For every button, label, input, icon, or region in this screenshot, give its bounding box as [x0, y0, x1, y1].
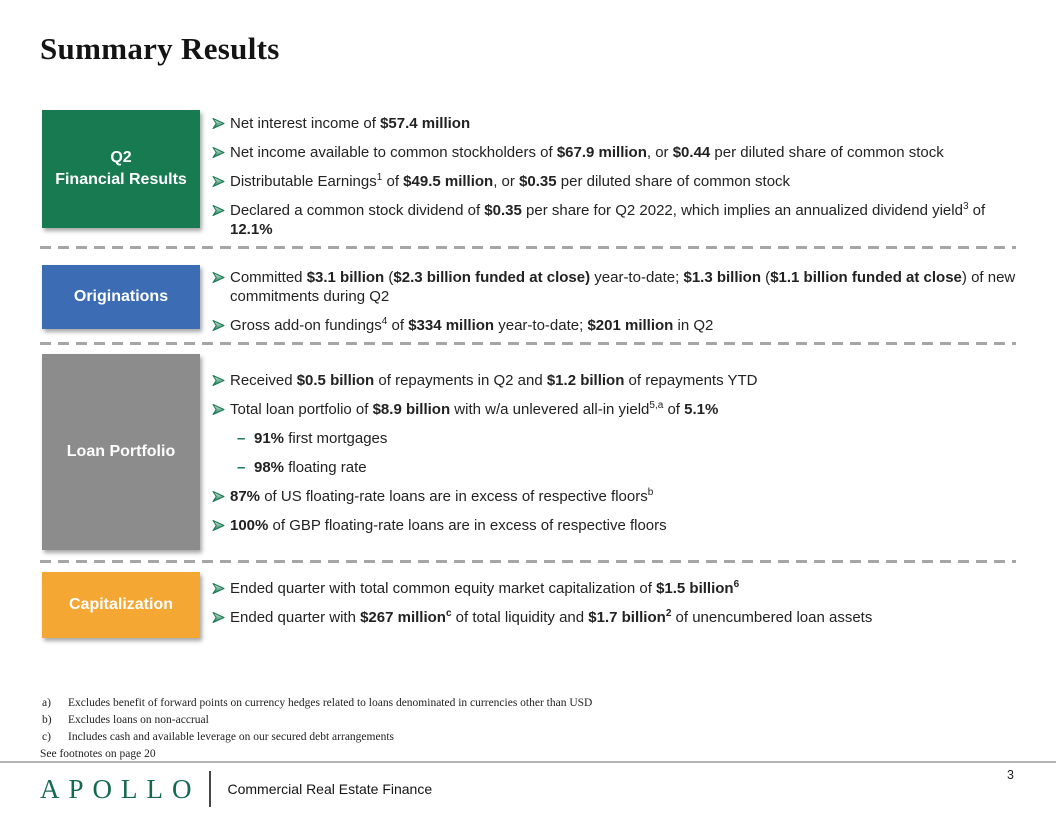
arrow-bullet-icon — [212, 579, 230, 595]
footer-tagline: Commercial Real Estate Finance — [227, 781, 433, 797]
section-divider — [40, 560, 1016, 563]
bullet-text: Gross add-on fundings4 of $334 million y… — [230, 316, 714, 335]
bullet-item: Ended quarter with total common equity m… — [212, 579, 1016, 598]
footnote-label: a) — [42, 697, 51, 709]
arrow-bullet-icon — [212, 316, 230, 332]
footer-vertical-divider — [208, 771, 211, 807]
footnote-text: Excludes loans on non-accrual — [68, 714, 209, 726]
arrow-bullet-icon — [212, 371, 230, 387]
bullet-text: Net interest income of $57.4 million — [230, 115, 471, 132]
footnotes: a) Excludes benefit of forward points on… — [40, 697, 592, 760]
bullet-item: Ended quarter with $267 millionc of tota… — [212, 608, 1016, 627]
footnote-item: c) Includes cash and available leverage … — [42, 731, 592, 743]
bullet-list: Received $0.5 billion of repayments in Q… — [212, 354, 1016, 545]
bullet-item: Committed $3.1 billion ($2.3 billion fun… — [212, 268, 1016, 306]
bullet-item: Total loan portfolio of $8.9 billion wit… — [212, 400, 1016, 419]
footer-divider-line — [0, 761, 1056, 763]
arrow-bullet-icon — [212, 268, 230, 284]
section-divider — [40, 342, 1016, 345]
bullet-list: Net interest income of $57.4 million Net … — [212, 110, 1016, 249]
bullet-text: 100% of GBP floating-rate loans are in e… — [230, 517, 667, 534]
bullet-list: Ended quarter with total common equity m… — [212, 572, 1016, 637]
bullet-item: Net income available to common stockhold… — [212, 143, 1016, 162]
arrow-bullet-icon — [212, 608, 230, 624]
sub-bullet-item: –91% first mortgages — [212, 429, 1016, 448]
footnote-label: b) — [42, 714, 52, 726]
arrow-bullet-icon — [212, 143, 230, 159]
section-label-box: Originations — [42, 265, 200, 329]
dash-bullet-icon: – — [237, 430, 246, 447]
bullet-text: Net income available to common stockhold… — [230, 144, 944, 161]
footnote-item: a) Excludes benefit of forward points on… — [42, 697, 592, 709]
bullet-text: 87% of US floating-rate loans are in exc… — [230, 487, 654, 506]
bullet-text: Ended quarter with $267 millionc of tota… — [230, 608, 873, 627]
bullet-text: Ended quarter with total common equity m… — [230, 579, 740, 598]
bullet-text: 98% floating rate — [254, 459, 367, 476]
footnote-label: c) — [42, 731, 51, 743]
sub-bullet-item: –98% floating rate — [212, 458, 1016, 477]
bullet-list: Committed $3.1 billion ($2.3 billion fun… — [212, 265, 1016, 345]
section-originations: Originations Committed $3.1 billion ($2.… — [42, 265, 1016, 345]
footer: APOLLO Commercial Real Estate Finance — [40, 769, 432, 809]
bullet-text: Declared a common stock dividend of $0.3… — [230, 201, 986, 239]
bullet-item: 87% of US floating-rate loans are in exc… — [212, 487, 1016, 506]
section-label-box: Capitalization — [42, 572, 200, 638]
bullet-item: Gross add-on fundings4 of $334 million y… — [212, 316, 1016, 335]
page-title: Summary Results — [40, 31, 280, 66]
bullet-item: Distributable Earnings1 of $49.5 million… — [212, 172, 1016, 191]
bullet-text: Total loan portfolio of $8.9 billion wit… — [230, 400, 719, 419]
bullet-item: Declared a common stock dividend of $0.3… — [212, 201, 1016, 239]
arrow-bullet-icon — [212, 114, 230, 130]
section-label-box: Q2 Financial Results — [42, 110, 200, 228]
footnote-item: b) Excludes loans on non-accrual — [42, 714, 592, 726]
footnote-text: Excludes benefit of forward points on cu… — [68, 697, 593, 709]
section-q2-financial-results: Q2 Financial Results Net interest income… — [42, 110, 1016, 249]
section-label-box: Loan Portfolio — [42, 354, 200, 550]
bullet-item: Net interest income of $57.4 million — [212, 114, 1016, 133]
arrow-bullet-icon — [212, 172, 230, 188]
bullet-item: 100% of GBP floating-rate loans are in e… — [212, 516, 1016, 535]
bullet-text: 91% first mortgages — [254, 430, 388, 447]
section-divider — [40, 246, 1016, 249]
see-footnotes-note: See footnotes on page 20 — [40, 748, 156, 760]
bullet-text: Committed $3.1 billion ($2.3 billion fun… — [230, 269, 1016, 305]
dash-bullet-icon: – — [237, 459, 246, 476]
section-loan-portfolio: Loan Portfolio Received $0.5 billion of … — [42, 354, 1016, 550]
apollo-logo: APOLLO — [40, 773, 201, 804]
footnote-text: Includes cash and available leverage on … — [68, 731, 395, 743]
arrow-bullet-icon — [212, 516, 230, 532]
bullet-text: Received $0.5 billion of repayments in Q… — [230, 372, 758, 389]
bullet-item: Received $0.5 billion of repayments in Q… — [212, 371, 1016, 390]
bullet-text: Distributable Earnings1 of $49.5 million… — [230, 172, 791, 191]
section-capitalization: Capitalization Ended quarter with total … — [42, 572, 1016, 638]
arrow-bullet-icon — [212, 201, 230, 217]
arrow-bullet-icon — [212, 487, 230, 503]
page-number: 3 — [1007, 768, 1014, 782]
arrow-bullet-icon — [212, 400, 230, 416]
